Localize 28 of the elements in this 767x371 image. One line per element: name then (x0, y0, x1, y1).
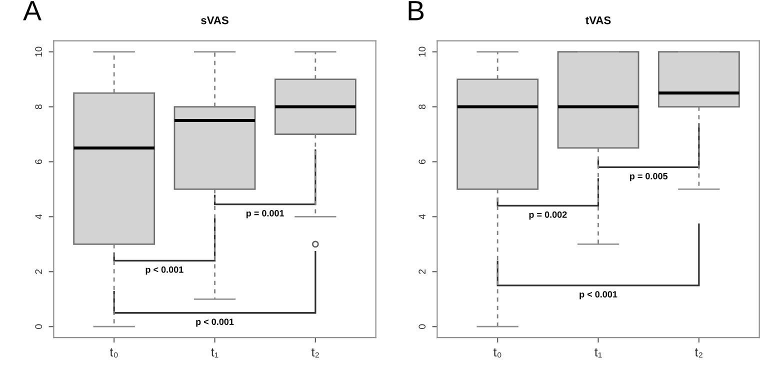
text: B (408, 1, 424, 20)
y-tick-label: 2 (418, 269, 426, 274)
x-tick-label: t₁ (211, 348, 218, 358)
y-tick-label: 0 (418, 324, 426, 329)
y-tick-label: 8 (35, 104, 42, 110)
x-tick-label: t₀ (110, 348, 118, 358)
y-tick-label: 10 (418, 46, 426, 56)
chart-title: sVAS (201, 16, 228, 24)
chart-title: tVAS (586, 16, 611, 24)
annotation: p = 0.002 (529, 211, 567, 220)
annotation: p < 0.001 (146, 266, 184, 275)
x-tick-label: t₂ (311, 348, 319, 358)
y-tick-label: 0 (35, 324, 42, 329)
text: A (23, 1, 42, 20)
annotation: p < 0.001 (580, 291, 618, 300)
annotation: p = 0.001 (246, 210, 284, 218)
x-tick-label: t₁ (594, 348, 602, 358)
y-tick-label: 10 (35, 46, 42, 56)
y-tick-label: 4 (35, 214, 42, 220)
x-tick-label: t₀ (493, 348, 502, 358)
y-tick-label: 2 (35, 269, 42, 274)
y-tick-label: 6 (418, 159, 426, 164)
annotation: p = 0.005 (630, 172, 668, 182)
x-tick-label: t₂ (694, 348, 702, 358)
y-tick-label: 8 (418, 104, 426, 110)
annotation: p < 0.001 (196, 318, 234, 327)
y-tick-label: 4 (418, 214, 426, 220)
y-tick-label: 6 (35, 159, 42, 164)
